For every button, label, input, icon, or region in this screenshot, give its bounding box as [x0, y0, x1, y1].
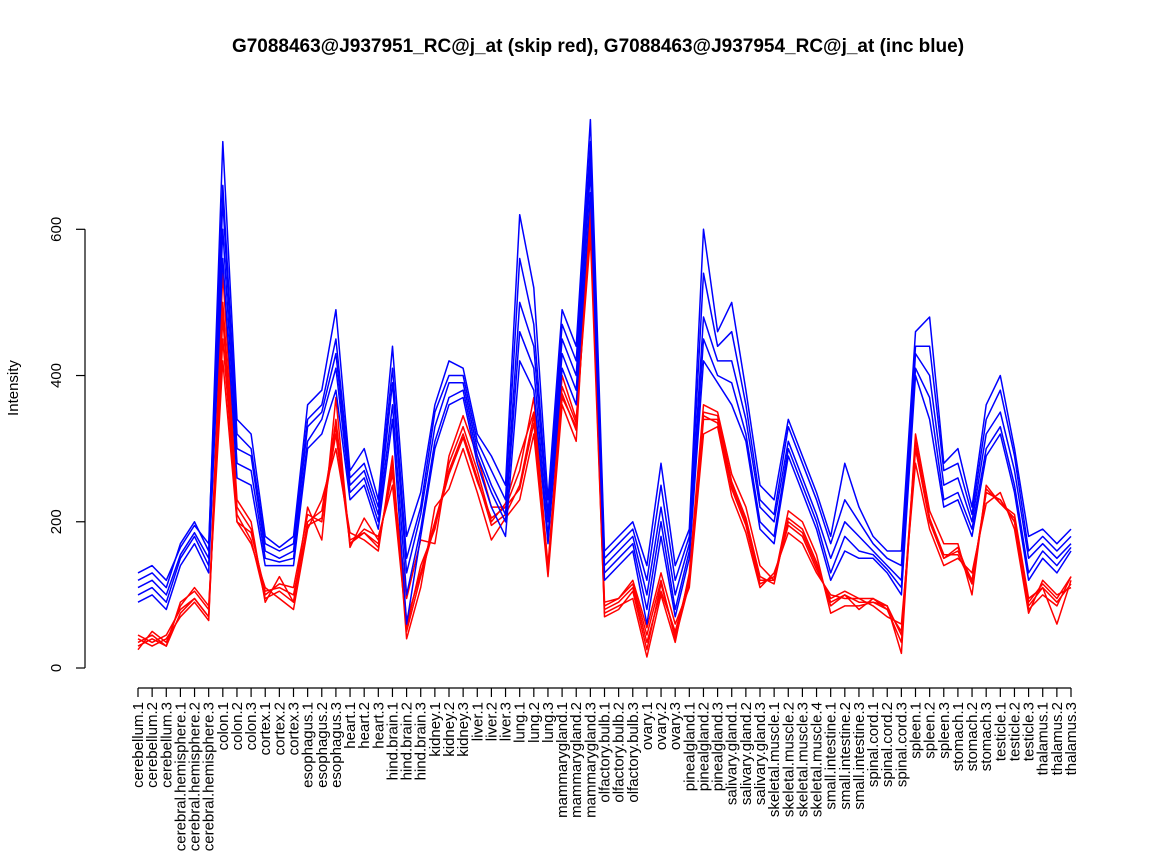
x-tick-label: stomach.2 — [964, 702, 981, 771]
x-tick-label: stomach.1 — [950, 702, 967, 771]
x-tick-label: heart.1 — [342, 702, 359, 749]
x-tick-label: spleen.1 — [908, 702, 925, 759]
y-axis-label: Intensity — [5, 360, 22, 416]
x-tick-label: hind.brain.3 — [413, 702, 430, 780]
x-tick-label: heart.3 — [370, 702, 387, 749]
x-tick-label: salivary.gland.2 — [738, 702, 755, 805]
y-tick-label: 200 — [48, 509, 65, 534]
x-tick-label: kidney.2 — [441, 702, 458, 757]
x-tick-label: cerebral.hemisphere.3 — [201, 702, 218, 851]
chart-title: G7088463@J937951_RC@j_at (skip red), G70… — [232, 36, 964, 57]
x-tick-label: cerebellum.1 — [130, 702, 147, 788]
x-tick-label: cerebral.hemisphere.1 — [172, 702, 189, 851]
x-tick-label: ovary.2 — [653, 702, 670, 750]
x-tick-label: colon.3 — [243, 702, 260, 750]
x-tick-label: liver.3 — [498, 702, 515, 741]
x-tick-label: pinealgland.2 — [695, 702, 712, 791]
x-tick-label: esophagus.2 — [314, 702, 331, 788]
skip-series-line — [137, 191, 1072, 651]
x-tick-label: kidney.3 — [455, 702, 472, 757]
x-tick-label: olfactory.bulb.2 — [611, 702, 628, 803]
x-tick-label: testicle.2 — [1006, 702, 1023, 761]
x-tick-label: cerebral.hemisphere.2 — [187, 702, 204, 851]
x-tick-label: small.intestine.1 — [823, 702, 840, 810]
inc-series-line — [137, 155, 1072, 596]
x-tick-label: lung.1 — [512, 702, 529, 743]
x-tick-label: thalamus.3 — [1063, 702, 1080, 775]
x-tick-label: spinal.cord.3 — [893, 702, 910, 787]
x-tick-label: skeletal.muscle.3 — [794, 702, 811, 817]
x-tick-label: skeletal.muscle.1 — [766, 702, 783, 817]
x-tick-label: thalamus.1 — [1035, 702, 1052, 775]
x-tick-label: olfactory.bulb.1 — [597, 702, 614, 803]
skip-series-line — [137, 206, 1072, 644]
x-tick-label: spinal.cord.1 — [865, 702, 882, 787]
inc-series-line — [137, 170, 1072, 611]
x-tick-label: thalamus.2 — [1049, 702, 1066, 775]
x-tick-label: pinealgland.1 — [681, 702, 698, 791]
x-tick-label: skeletal.muscle.2 — [780, 702, 797, 817]
x-tick-label: esophagus.1 — [300, 702, 317, 788]
x-tick-label: ovary.3 — [667, 702, 684, 750]
y-axis: 0 200 400 600 — [48, 217, 86, 672]
x-tick-label: spleen.2 — [922, 702, 939, 759]
x-tick-label: cerebellum.3 — [158, 702, 175, 788]
x-tick-label: spleen.3 — [936, 702, 953, 759]
series-lines — [137, 118, 1072, 658]
x-tick-label: pinealgland.3 — [710, 702, 727, 791]
x-tick-label: salivary.gland.3 — [752, 702, 769, 805]
x-tick-label: cortex.2 — [271, 702, 288, 755]
x-tick-label: cortex.1 — [257, 702, 274, 755]
x-tick-label: hind.brain.1 — [384, 702, 401, 780]
x-tick-label: mammarygland.3 — [582, 702, 599, 818]
x-tick-label: kidney.1 — [427, 702, 444, 757]
x-tick-label: hind.brain.2 — [399, 702, 416, 780]
x-axis: cerebellum.1cerebellum.2cerebellum.3cere… — [130, 687, 1080, 851]
x-tick-label: ovary.1 — [639, 702, 656, 750]
x-tick-label: lung.3 — [540, 702, 557, 743]
x-tick-label: liver.1 — [469, 702, 486, 741]
x-tick-label: mammarygland.2 — [568, 702, 585, 818]
x-tick-label: colon.1 — [215, 702, 232, 750]
x-tick-label: olfactory.bulb.3 — [625, 702, 642, 803]
x-tick-label: stomach.3 — [978, 702, 995, 771]
x-tick-label: small.intestine.2 — [837, 702, 854, 810]
x-tick-label: heart.2 — [356, 702, 373, 749]
x-tick-label: esophagus.3 — [328, 702, 345, 788]
x-tick-label: small.intestine.3 — [851, 702, 868, 810]
x-tick-label: salivary.gland.1 — [724, 702, 741, 805]
x-tick-label: skeletal.muscle.4 — [809, 702, 826, 817]
x-tick-label: cortex.3 — [286, 702, 303, 755]
x-tick-label: mammarygland.1 — [554, 702, 571, 818]
y-tick-label: 400 — [48, 363, 65, 388]
x-tick-label: testicle.1 — [992, 702, 1009, 761]
x-tick-label: spinal.cord.2 — [879, 702, 896, 787]
x-tick-label: testicle.3 — [1021, 702, 1038, 761]
x-tick-label: lung.2 — [526, 702, 543, 743]
y-tick-label: 0 — [48, 664, 65, 672]
x-tick-label: cerebellum.2 — [144, 702, 161, 788]
x-tick-label: liver.2 — [483, 702, 500, 741]
y-tick-label: 600 — [48, 217, 65, 242]
x-tick-label: colon.2 — [229, 702, 246, 750]
